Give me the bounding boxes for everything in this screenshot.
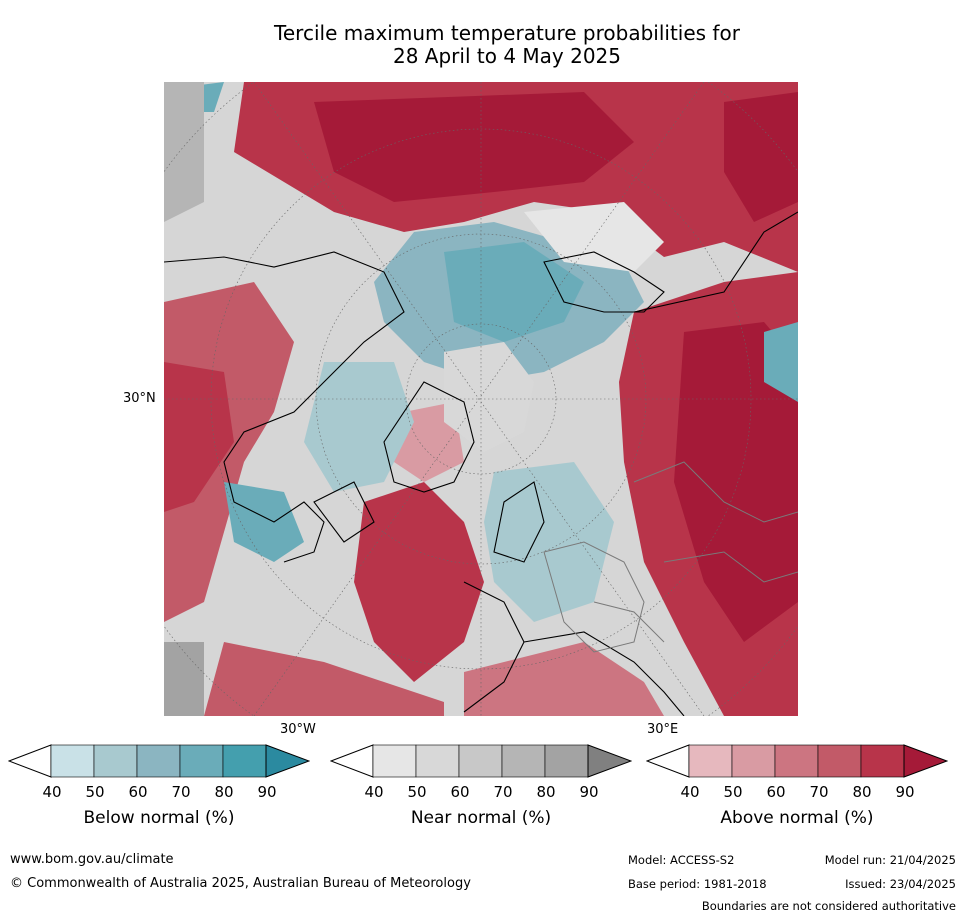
- model-text: Model: ACCESS-S2: [628, 853, 735, 867]
- colorbar-below-svg: [8, 744, 310, 778]
- colorbar-above-svg: [646, 744, 948, 778]
- below-bin-1: [50, 744, 95, 778]
- above-tick-80: 80: [852, 783, 872, 801]
- above-tick-90: 90: [895, 783, 915, 801]
- base-period-text: Base period: 1981-2018: [628, 877, 767, 891]
- above-bin-1: [688, 744, 733, 778]
- above-bin-4: [817, 744, 862, 778]
- below-extend-low: [8, 744, 52, 778]
- colorbar-above-normal: [646, 744, 948, 778]
- below-extend-high: [265, 744, 310, 778]
- boundaries: [543, 461, 798, 653]
- above-bin-2: [731, 744, 776, 778]
- model-run-text: Model run: 21/04/2025: [824, 853, 956, 867]
- below-bin-3: [136, 744, 181, 778]
- below-normal-label: Below normal (%): [83, 808, 235, 828]
- title-line-1: Tercile maximum temperature probabilitie…: [274, 21, 740, 45]
- above-extend-high: [903, 744, 948, 778]
- copyright-text: © Commonwealth of Australia 2025, Austra…: [10, 876, 471, 891]
- near-normal-label: Near normal (%): [410, 808, 552, 828]
- graticule: [164, 82, 798, 716]
- near-tick-70: 70: [493, 783, 513, 801]
- above-tick-70: 70: [809, 783, 829, 801]
- map-svg: [164, 82, 798, 716]
- above-bin-3: [774, 744, 819, 778]
- above-normal-label: Above normal (%): [720, 808, 874, 828]
- above-tick-60: 60: [766, 783, 786, 801]
- above-tick-40: 40: [680, 783, 700, 801]
- near-bin-2: [415, 744, 460, 778]
- near-bin-1: [372, 744, 417, 778]
- latitude-label-30n: 30°N: [123, 391, 156, 406]
- issued-text: Issued: 23/04/2025: [845, 877, 956, 891]
- map-title: Tercile maximum temperature probabilitie…: [164, 22, 850, 68]
- coastlines: [164, 211, 798, 716]
- title-line-2: 28 April to 4 May 2025: [393, 44, 621, 68]
- below-bin-4: [179, 744, 224, 778]
- longitude-label-30e: 30°E: [647, 722, 679, 737]
- disclaimer-text: Boundaries are not considered authoritat…: [701, 899, 956, 913]
- above-normal-regions: [164, 82, 798, 716]
- near-bin-3: [458, 744, 503, 778]
- above-extend-low: [646, 744, 690, 778]
- colorbar-near-svg: [330, 744, 632, 778]
- website-link[interactable]: www.bom.gov.au/climate: [10, 852, 174, 867]
- below-tick-40: 40: [42, 783, 62, 801]
- near-normal-regions: [164, 82, 664, 716]
- near-extend-high: [587, 744, 632, 778]
- probability-map: [164, 82, 798, 716]
- below-tick-80: 80: [214, 783, 234, 801]
- below-bin-5: [222, 744, 267, 778]
- below-tick-50: 50: [85, 783, 105, 801]
- near-extend-low: [330, 744, 374, 778]
- near-tick-60: 60: [450, 783, 470, 801]
- colorbar-below-normal: [8, 744, 310, 778]
- below-tick-70: 70: [171, 783, 191, 801]
- near-bin-5: [544, 744, 589, 778]
- near-tick-50: 50: [407, 783, 427, 801]
- near-tick-90: 90: [579, 783, 599, 801]
- below-tick-90: 90: [257, 783, 277, 801]
- below-tick-60: 60: [128, 783, 148, 801]
- near-tick-40: 40: [364, 783, 384, 801]
- above-tick-50: 50: [723, 783, 743, 801]
- colorbar-near-normal: [330, 744, 632, 778]
- longitude-label-30w: 30°W: [280, 722, 316, 737]
- near-tick-80: 80: [536, 783, 556, 801]
- below-bin-2: [93, 744, 138, 778]
- near-bin-4: [501, 744, 546, 778]
- above-bin-5: [860, 744, 905, 778]
